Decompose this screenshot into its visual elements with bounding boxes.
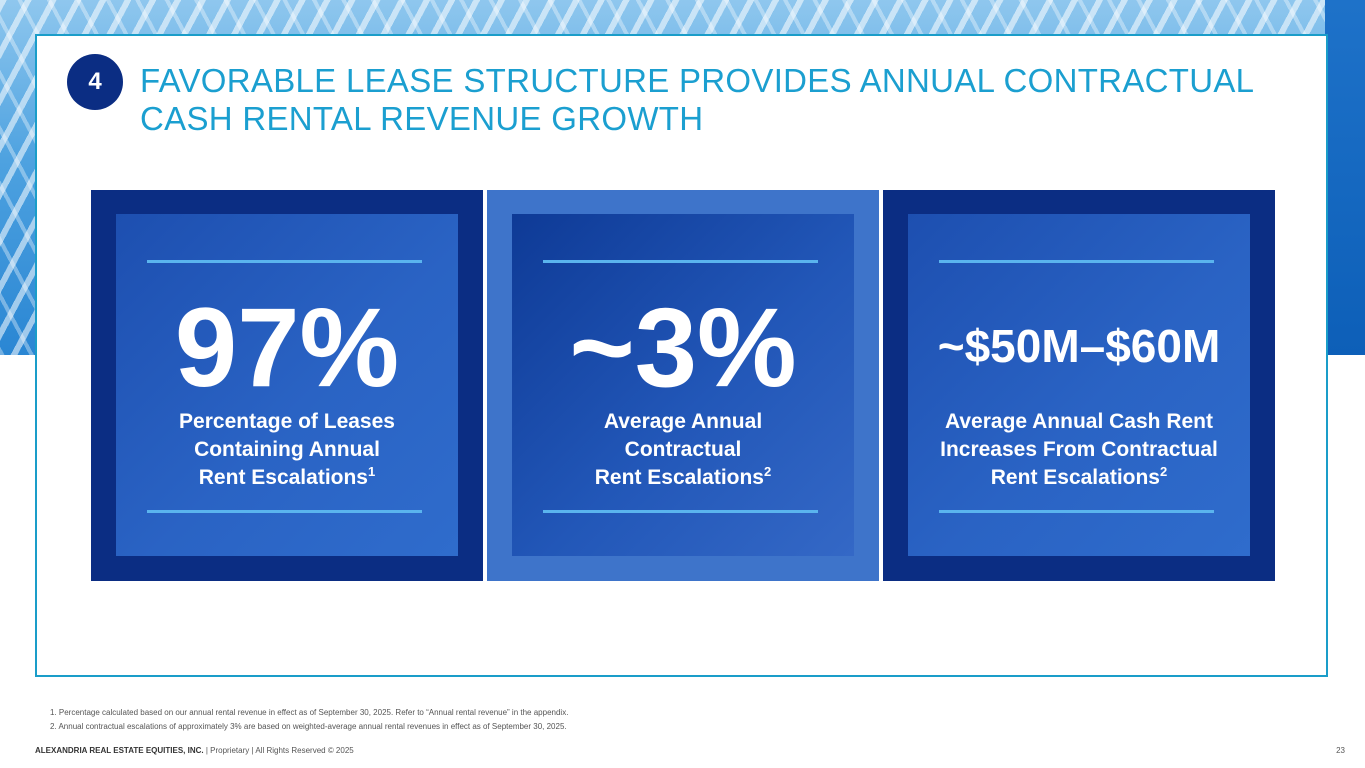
- stat-description-line: Average Annual: [603, 410, 763, 433]
- company-name: ALEXANDRIA REAL ESTATE EQUITIES, INC.: [35, 746, 204, 755]
- slide-title-line-1: FAVORABLE LEASE STRUCTURE PROVIDES ANNUA…: [140, 62, 1255, 99]
- section-number-badge: 4: [67, 54, 123, 110]
- divider-rule-top: [543, 260, 818, 263]
- rights-text: | Proprietary | All Rights Reserved © 20…: [203, 746, 354, 755]
- footnote-1: 1. Percentage calculated based on our an…: [50, 708, 569, 717]
- stat-card-inner: [512, 214, 854, 556]
- footnote-2: 2. Annual contractual escalations of app…: [50, 722, 567, 731]
- stat-description-line: Percentage of Leases: [179, 410, 395, 433]
- slide-title-line-2: CASH RENTAL REVENUE GROWTH: [140, 100, 704, 137]
- stat-card-inner: [908, 214, 1250, 556]
- footnotes: 1. Percentage calculated based on our an…: [50, 706, 568, 734]
- divider-rule-bottom: [147, 510, 422, 513]
- stat-card-cash-rent-increase: ~$50M–$60M Average Annual Cash Rent Incr…: [883, 190, 1275, 581]
- footnote-ref: 1: [368, 464, 376, 479]
- stat-description-line: Increases From Contractual: [940, 438, 1218, 461]
- stat-card-inner: [116, 214, 458, 556]
- divider-rule-bottom: [939, 510, 1214, 513]
- stat-value: ~$50M–$60M: [937, 320, 1221, 372]
- footnote-ref: 2: [764, 464, 772, 479]
- stat-card-lease-escalations: 97% Percentage of Leases Containing Annu…: [91, 190, 483, 581]
- header-background-edge: [1325, 0, 1365, 355]
- stat-value: ~3%: [569, 285, 797, 410]
- stat-description-line: Average Annual Cash Rent: [944, 410, 1213, 433]
- stat-description: Percentage of Leases Containing Annual R…: [91, 408, 483, 492]
- slide-title: FAVORABLE LEASE STRUCTURE PROVIDES ANNUA…: [140, 62, 1290, 138]
- divider-rule-top: [939, 260, 1214, 263]
- stat-description-line: Rent Escalations2: [990, 464, 1168, 489]
- stat-description-line: Contractual: [624, 438, 742, 461]
- stat-value: 97%: [174, 285, 400, 410]
- stat-description: Average Annual Contractual Rent Escalati…: [487, 408, 879, 492]
- stat-description-line: Rent Escalations2: [594, 464, 772, 489]
- stat-description-line: Containing Annual: [194, 438, 380, 461]
- stat-description-line: Rent Escalations1: [198, 464, 376, 489]
- divider-rule-top: [147, 260, 422, 263]
- footnote-ref: 2: [1160, 464, 1168, 479]
- footer-copyright: ALEXANDRIA REAL ESTATE EQUITIES, INC. | …: [35, 746, 354, 755]
- stat-card-average-escalation: ~3% Average Annual Contractual Rent Esca…: [487, 190, 879, 581]
- divider-rule-bottom: [543, 510, 818, 513]
- page-number: 23: [1336, 746, 1345, 755]
- stat-description: Average Annual Cash Rent Increases From …: [883, 408, 1275, 492]
